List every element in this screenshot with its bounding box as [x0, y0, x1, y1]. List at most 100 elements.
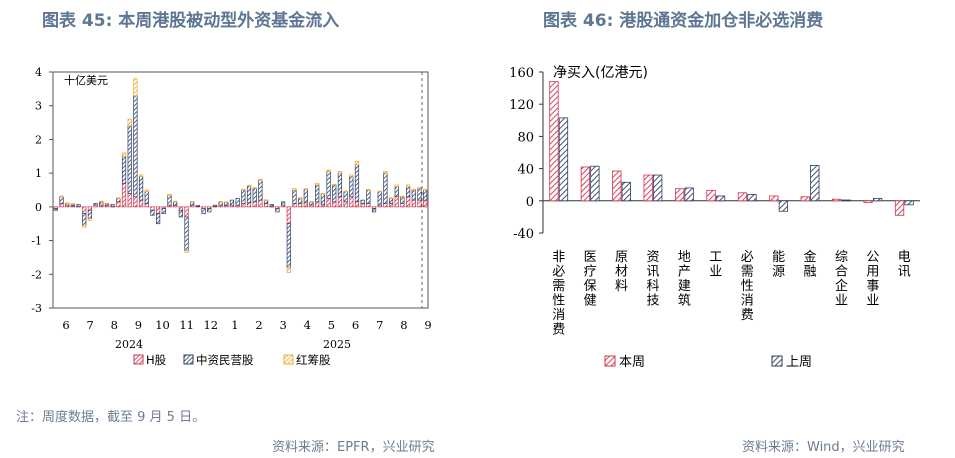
left-legend-label: H股	[146, 353, 167, 367]
left-bar-segment	[167, 194, 172, 196]
left-bar-segment	[235, 198, 240, 206]
left-bar-segment	[138, 176, 144, 201]
left-bar-segment	[138, 199, 144, 208]
left-bar-segment	[156, 213, 161, 225]
right-chart: 净买入(亿港元) -40 0 40 80 120 160 非必需性消费 医疗保健 原材料 资讯科技…	[509, 65, 920, 370]
right-y-tick-label: 120	[509, 98, 534, 113]
left-month-label: 4	[304, 318, 311, 332]
left-bar-segment	[354, 164, 360, 203]
left-bar-segment	[343, 190, 348, 193]
right-bar	[894, 200, 905, 216]
left-bar-segment	[207, 208, 212, 213]
right-category-label: 资讯科技	[646, 250, 659, 309]
right-legend-swatch	[604, 355, 616, 367]
left-month-label: 9	[424, 318, 431, 332]
left-bar-segment	[411, 188, 416, 191]
left-source: 资料来源：EPFR，兴业研究	[272, 440, 435, 455]
left-bar-segment	[383, 171, 388, 174]
right-bar	[558, 117, 569, 202]
left-bar-segment	[99, 200, 104, 203]
left-bar-segment	[178, 209, 183, 218]
left-bar-segment	[99, 201, 104, 206]
left-bar-segment	[326, 169, 331, 172]
left-bar-segment	[298, 198, 303, 204]
left-bar-segment	[366, 188, 371, 191]
left-bar-segment	[400, 195, 405, 198]
right-bar	[549, 81, 559, 202]
left-bar-segment	[252, 201, 257, 208]
left-bar-segment	[315, 201, 320, 208]
left-bar-segment	[309, 201, 314, 203]
left-bar-segment	[281, 201, 286, 206]
left-bar-segment	[349, 196, 354, 208]
left-chart-title: 图表 45: 本周港股被动型外资基金流入	[42, 11, 340, 31]
right-bar	[590, 165, 600, 202]
right-bar	[706, 189, 716, 202]
left-bar-segment	[121, 182, 127, 208]
left-bar-segment	[82, 213, 87, 226]
left-bar-segment	[354, 160, 360, 166]
left-bar-segment	[406, 196, 411, 208]
left-bar-segment	[195, 205, 200, 207]
left-y-tick-label: 3	[35, 100, 42, 113]
left-bar-segment	[349, 174, 354, 177]
left-bar-segment	[116, 198, 121, 203]
left-bar-segment	[286, 223, 291, 268]
left-bar-segment	[184, 216, 189, 252]
left-bar-segment	[121, 155, 127, 184]
left-month-label: 7	[86, 318, 93, 332]
right-y-tick-label: 160	[509, 66, 534, 81]
left-bar-segment	[394, 196, 399, 208]
left-bar-segment	[275, 208, 280, 213]
left-y-tick-label: 0	[35, 201, 42, 214]
left-bar-segment	[116, 197, 121, 199]
right-bar	[684, 187, 694, 202]
left-bar-segment	[82, 206, 87, 214]
left-bar-segment	[212, 204, 218, 207]
left-month-label: 6	[62, 318, 69, 332]
left-bar-segment	[246, 184, 252, 187]
left-bar-segment	[417, 187, 422, 201]
left-bar-segment	[298, 203, 303, 208]
left-bar-segment	[371, 208, 377, 213]
left-bar-segment	[326, 171, 331, 199]
left-y-tick-label: -3	[31, 302, 42, 315]
right-bar	[653, 174, 663, 202]
left-y-tick-label: 2	[35, 133, 42, 146]
left-bar-segment	[87, 218, 93, 221]
left-month-label: 9	[135, 318, 142, 332]
left-month-label: 3	[280, 318, 287, 332]
right-bar	[769, 195, 779, 202]
right-legend: 本周 上周	[604, 355, 812, 370]
left-bar-segment	[320, 203, 325, 208]
right-bar	[832, 198, 842, 202]
left-bar-segment	[320, 193, 325, 205]
left-legend-swatch	[283, 354, 294, 365]
left-month-label: 12	[203, 318, 218, 332]
left-bar-segment	[82, 225, 87, 228]
left-bar-segment	[292, 187, 297, 191]
left-bar-segment	[326, 198, 331, 208]
left-bar-segment	[423, 199, 428, 208]
right-y-tick-label: 80	[517, 130, 534, 145]
left-bar-segment	[104, 202, 110, 205]
left-bar-segment	[286, 267, 291, 273]
left-bar-segment	[292, 203, 297, 208]
left-bar-segment	[400, 203, 405, 208]
left-bar-segment	[53, 208, 58, 211]
right-bar	[747, 193, 757, 202]
left-month-label: 8	[400, 318, 407, 332]
right-legend-label: 本周	[619, 355, 645, 370]
left-bar-segment	[252, 187, 257, 203]
left-y-tick-label: -1	[31, 235, 42, 248]
right-category-label: 地产建筑	[678, 250, 691, 309]
left-bar-segment	[127, 118, 132, 127]
left-bar-segment	[366, 189, 371, 204]
left-bar-segment	[59, 195, 64, 198]
left-bar-segment	[150, 209, 155, 216]
left-bar-segment	[144, 189, 149, 193]
right-category-label: 金融	[804, 249, 817, 280]
left-bar-segment	[343, 191, 348, 203]
left-bar-segment	[406, 184, 411, 187]
left-bar-segment	[224, 201, 229, 203]
